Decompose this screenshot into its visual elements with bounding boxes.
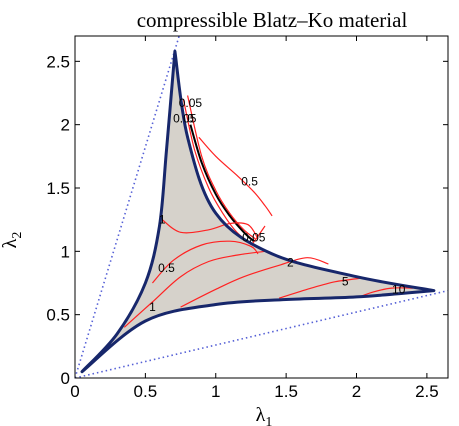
x-tick-label-5: 2.5 — [415, 382, 439, 401]
y-axis-label: λ2 — [0, 232, 25, 249]
y-tick-label-4: 2 — [61, 116, 70, 135]
y-tick-label-2: 1 — [61, 242, 70, 261]
x-tick-label-3: 1.5 — [274, 382, 298, 401]
contour-line-5 — [198, 136, 273, 217]
contour-label-5: 0.5 — [241, 175, 258, 189]
contour-line-2 — [187, 95, 256, 240]
contour-label-8: 1 — [159, 213, 166, 227]
y-axis-label-symbol: λ — [0, 238, 21, 248]
contour-lines — [123, 95, 413, 328]
contour-label-7: 1 — [149, 300, 156, 314]
contour-line-8 — [161, 219, 259, 240]
contour-line-7 — [123, 250, 266, 328]
chart-title: compressible Blatz–Ko material — [137, 8, 408, 32]
contour-line-10 — [278, 277, 364, 299]
x-tick-label-0: 0 — [70, 382, 79, 401]
contour-label-3: 0.05 — [173, 111, 197, 125]
asymptote-line-2 — [75, 289, 448, 378]
asymptote-line-1 — [75, 36, 180, 378]
contour-line-1 — [189, 124, 255, 242]
x-axis-label-symbol: λ — [256, 404, 266, 426]
admissible-region — [82, 51, 434, 372]
x-axis-label: λ1 — [256, 404, 273, 426]
y-tick-label-1: 0.5 — [46, 306, 70, 325]
x-tick-label-2: 1 — [211, 382, 220, 401]
contour-label-6: 0.5 — [158, 261, 175, 275]
contour-line-9 — [180, 257, 329, 308]
axes-frame — [74, 35, 449, 379]
contour-line-4 — [251, 225, 266, 245]
asymptote-lines — [75, 36, 448, 378]
region-boundary — [80, 49, 436, 374]
contour-label-10: 5 — [342, 275, 349, 289]
y-tick-label-3: 1.5 — [46, 179, 70, 198]
contour-label-4: 0.05 — [242, 230, 266, 244]
contour-label-2: 0.05 — [179, 96, 203, 110]
x-tick-label-4: 2 — [352, 382, 361, 401]
x-axis-label-subscript: 1 — [265, 415, 272, 426]
y-tick-label-5: 2.5 — [46, 52, 70, 71]
contour-line-6 — [151, 240, 259, 284]
contour-label-11: 10 — [392, 282, 406, 296]
contour-label-9: 2 — [287, 256, 294, 270]
x-tick-label-1: 0.5 — [134, 382, 158, 401]
contour-line-11 — [359, 287, 413, 298]
contour-label-1: 0 — [187, 111, 194, 125]
y-tick-label-0: 0 — [61, 369, 70, 388]
axis-ticks: 0 0.5 1 1.5 2 2.5 0 0.5 1 1.5 2 2.5 — [46, 36, 448, 401]
y-axis-label-subscript: 2 — [10, 232, 25, 239]
